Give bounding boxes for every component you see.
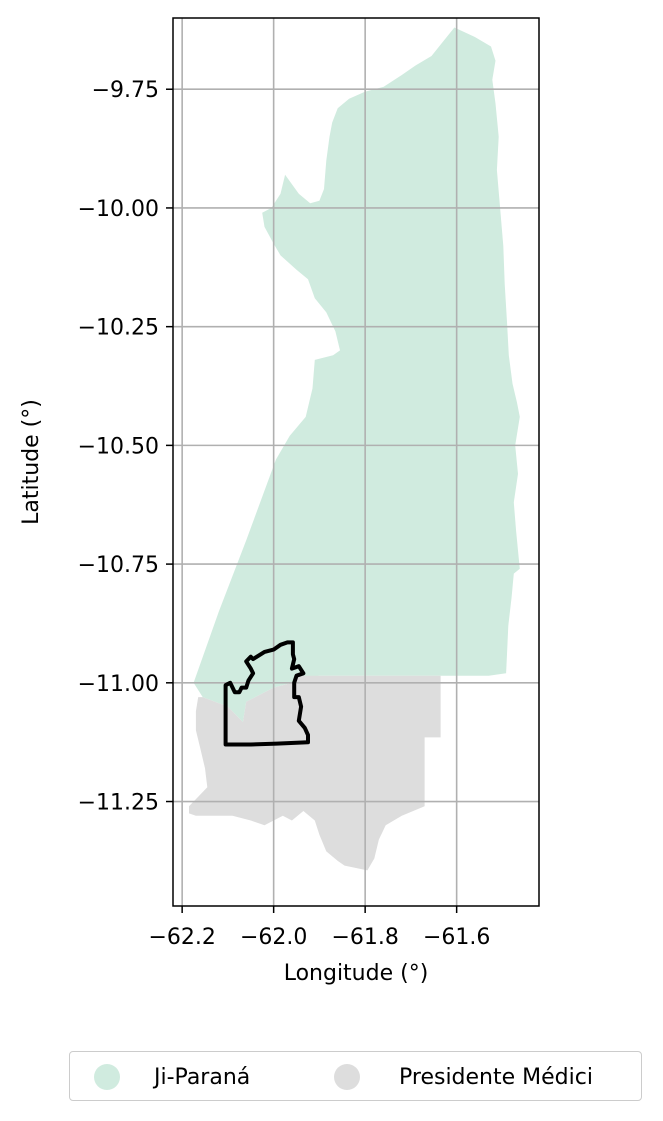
y-tick-label: −10.50 — [78, 434, 159, 459]
y-axis-ticks: −9.75 −10.00 −10.25 −10.50 −10.75 −11.00 −11.2… — [78, 78, 173, 816]
x-tick-label: −62.2 — [148, 925, 215, 950]
plot-frame — [172, 17, 540, 907]
y-tick-label: −10.00 — [78, 197, 159, 222]
map-regions — [189, 27, 520, 871]
region-ji-parana — [193, 27, 520, 783]
y-tick-label: −10.25 — [78, 316, 159, 341]
outline-boundary — [223, 640, 310, 747]
x-axis-title: Longitude (°) — [284, 961, 429, 986]
y-tick-label: −11.25 — [78, 791, 159, 816]
y-tick-label: −11.00 — [78, 672, 159, 697]
y-tick-label: −10.75 — [78, 553, 159, 578]
x-tick-label: −61.8 — [331, 925, 398, 950]
x-tick-label: −62.0 — [240, 925, 307, 950]
region-presidente-medici — [189, 675, 441, 871]
legend-item-presidente-medici: Presidente Médici — [334, 1052, 593, 1102]
outline-layer — [223, 640, 310, 747]
legend-item-ji-parana: Ji-Paraná — [94, 1052, 250, 1102]
grid-lines — [173, 18, 539, 906]
x-tick-label: −61.6 — [423, 925, 490, 950]
legend-marker-ji-parana — [94, 1064, 120, 1090]
legend-label-ji-parana: Ji-Paraná — [154, 1064, 251, 1090]
legend-marker-presidente-medici — [334, 1064, 360, 1090]
x-axis-ticks: −62.2 −62.0 −61.8 −61.6 — [148, 906, 490, 950]
legend-label-presidente-medici: Presidente Médici — [399, 1064, 593, 1090]
y-axis-title: Latitude (°) — [19, 399, 44, 525]
legend: Ji-Paraná Presidente Médici — [69, 1051, 642, 1101]
y-tick-label: −9.75 — [92, 78, 159, 103]
